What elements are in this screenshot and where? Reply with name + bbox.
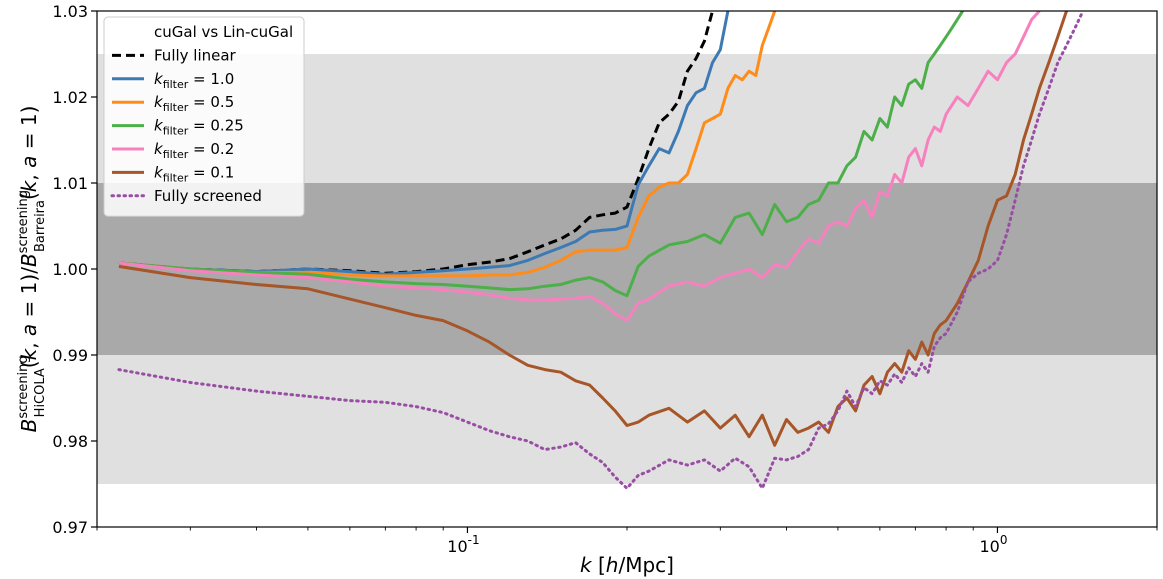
y-axis-label: Bscreening HiCOLA(k, a = 1)/Bscreening Bar… — [16, 106, 48, 433]
y-tick-label: 1.00 — [52, 260, 88, 279]
x-axis-label: k [h/Mpc] — [580, 553, 674, 577]
legend-box — [103, 16, 305, 217]
series-layer — [117, 11, 1085, 490]
legend-label-0: Fully linear — [154, 46, 237, 64]
band-layer — [97, 54, 1157, 484]
series-line-3 — [118, 11, 964, 298]
legend: cuGal vs Lin-cuGal Fully linear kfilter = … — [103, 16, 305, 217]
legend-title: cuGal vs Lin-cuGal — [154, 23, 293, 41]
legend-label-4: kfilter = 0.2 — [154, 140, 234, 161]
x-tick-label: 10-1 — [447, 533, 479, 556]
series-line-5 — [118, 11, 1068, 447]
axes: 0.97 0.98 0.99 1.00 1.01 1.02 1.03 10-1 100 — [52, 2, 1158, 556]
y-tick-label: 0.99 — [52, 346, 88, 365]
legend-label-6: Fully screened — [154, 187, 262, 205]
legend-label-2: kfilter = 0.5 — [154, 93, 234, 114]
x-tick-label: 100 — [979, 533, 1007, 556]
legend-label-3: kfilter = 0.25 — [154, 117, 244, 138]
series-line-1 — [118, 11, 730, 276]
legend-label-1: kfilter = 1.0 — [154, 70, 234, 91]
series-line-2 — [118, 11, 777, 278]
y-tick-label: 1.01 — [52, 174, 88, 193]
y-tick-label: 1.02 — [52, 88, 88, 107]
series-line-4 — [118, 11, 1041, 323]
axis-labels: k [h/Mpc] Bscreening HiCOLA(k, a = 1)/Bscr… — [16, 106, 674, 577]
series-line-0 — [118, 11, 714, 275]
y-tick-label: 0.98 — [52, 432, 88, 451]
y-tick-label: 1.03 — [52, 2, 88, 21]
y-tick-label: 0.97 — [52, 518, 88, 537]
legend-label-5: kfilter = 0.1 — [154, 163, 234, 184]
series-line-6 — [117, 11, 1085, 490]
